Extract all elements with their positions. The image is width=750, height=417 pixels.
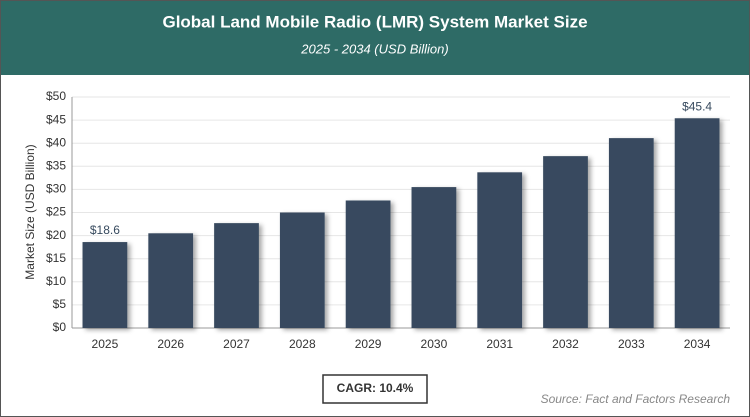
bar [674, 118, 720, 328]
x-tick-label: 2027 [223, 337, 250, 351]
x-tick-label: 2032 [552, 337, 579, 351]
chart-title: Global Land Mobile Radio (LMR) System Ma… [162, 12, 587, 31]
y-tick-label: $0 [53, 320, 67, 334]
y-tick-label: $5 [53, 297, 67, 311]
y-tick-label: $30 [46, 182, 66, 196]
y-tick-label: $35 [46, 158, 66, 172]
x-tick-label: 2030 [421, 337, 448, 351]
bar [345, 200, 391, 328]
y-tick-label: $50 [46, 89, 66, 103]
value-label: $45.4 [682, 99, 712, 113]
x-tick-label: 2029 [355, 337, 382, 351]
bar [543, 156, 588, 328]
bar [82, 242, 128, 328]
cagr-box [322, 374, 428, 404]
value-label: $18.6 [90, 223, 120, 237]
bar [148, 233, 194, 328]
y-tick-label: $15 [46, 251, 66, 265]
x-tick-label: 2026 [157, 337, 184, 351]
y-tick-label: $20 [46, 228, 66, 242]
bar [608, 138, 654, 328]
x-tick-label: 2033 [618, 337, 645, 351]
x-tick-label: 2034 [684, 337, 711, 351]
x-tick-label: 2028 [289, 337, 316, 351]
y-axis-label: Market Size (USD Billion) [23, 144, 37, 279]
bar [279, 212, 325, 328]
bar [411, 187, 457, 328]
y-tick-label: $25 [46, 205, 66, 219]
cagr-annotation: CAGR: 10.4% [337, 381, 414, 395]
source: Source: Fact and Factors Research [541, 392, 731, 406]
chart-subtitle: 2025 - 2034 (USD Billion) [300, 41, 448, 56]
y-tick-label: $40 [46, 135, 66, 149]
x-tick-label: 2025 [92, 337, 119, 351]
y-tick-label: $10 [46, 274, 66, 288]
y-tick-label: $45 [46, 112, 66, 126]
x-tick-label: 2031 [486, 337, 513, 351]
header [1, 1, 749, 75]
bar [214, 223, 259, 328]
bar [477, 172, 523, 328]
